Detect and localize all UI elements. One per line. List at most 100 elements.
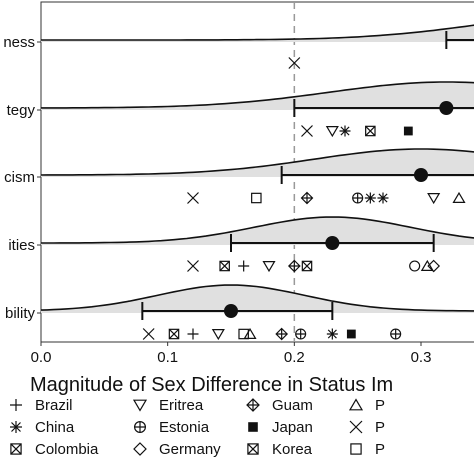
x-shape [187, 192, 199, 204]
density-fill [41, 25, 474, 42]
asterisk-marker [10, 421, 22, 433]
sq-x-marker [301, 260, 313, 272]
diamond-plus-marker [300, 191, 314, 205]
legend-item: Japan [248, 419, 313, 436]
x-marker [349, 420, 363, 434]
sq-x-marker [168, 328, 180, 340]
x-axis: nesstegycismitiesbility0.00.10.20.30.40.… [3, 34, 432, 366]
tri-down-marker [211, 329, 225, 341]
mean-point [325, 236, 340, 250]
density-curve [41, 24, 474, 41]
legend-label: Eritrea [159, 397, 204, 414]
diamond-marker [427, 259, 441, 273]
x-marker [187, 192, 199, 204]
density-fill [41, 217, 474, 245]
category-label: bility [5, 305, 36, 322]
tri-up-marker [452, 191, 466, 203]
circle-cross-shape [134, 421, 146, 433]
category-row [41, 148, 474, 205]
triangle-up-shape [452, 191, 466, 203]
legend-label: Korea [272, 441, 313, 458]
legend-item: Korea [247, 441, 313, 458]
tri-down-marker [262, 261, 276, 273]
legend-item: Estonia [134, 419, 210, 436]
x-marker [288, 57, 301, 69]
legend-label: Japan [272, 419, 313, 436]
x-tick-label: 0.3 [411, 349, 432, 366]
legend-item: Eritrea [132, 397, 204, 414]
density-curve [41, 216, 474, 244]
density-fill [41, 82, 474, 110]
circle-cross-shape [390, 329, 401, 339]
asterisk-shape [377, 192, 389, 204]
mean-point [439, 101, 454, 115]
diamond-plus-shape [287, 259, 301, 273]
legend-item: Germany [133, 441, 221, 458]
diamond-shape [427, 259, 441, 273]
x-marker [142, 328, 155, 340]
diamond-plus-marker [287, 259, 301, 273]
density-curve [41, 284, 474, 312]
legend-item: Guam [246, 397, 313, 414]
triangle-down-shape [211, 329, 225, 341]
legend-item: P [349, 419, 385, 436]
sq-x-marker [10, 443, 22, 455]
square-shape [219, 260, 230, 272]
legend-label: P [375, 441, 385, 458]
asterisk-marker [339, 125, 351, 137]
category-row [41, 81, 474, 138]
tri-down-marker [427, 193, 441, 205]
tri-down-marker [325, 126, 339, 138]
filled-square-marker [248, 422, 258, 432]
x-shape [301, 125, 313, 137]
asterisk-shape [339, 125, 351, 137]
circle-plus-marker [390, 328, 402, 340]
asterisk-marker [326, 328, 338, 340]
plus-shape [10, 399, 22, 411]
asterisk-marker [377, 192, 389, 204]
diamond-shape [133, 442, 147, 456]
category-row [41, 284, 474, 341]
filled-square-marker [346, 329, 356, 339]
triangle-down-shape [325, 126, 339, 138]
plus-shape [187, 328, 199, 340]
diamond-plus-shape [246, 398, 260, 412]
legend-label: P [375, 419, 385, 436]
legend-label: Guam [272, 397, 313, 414]
square-cross-shape [219, 260, 230, 272]
x-tick-label: 0.1 [157, 349, 178, 366]
open-circle-marker [409, 260, 421, 272]
panel-border [40, 1, 474, 343]
x-marker [187, 260, 199, 272]
legend-label: China [35, 419, 75, 436]
category-label: tegy [7, 102, 36, 119]
triangle-up-shape [243, 327, 257, 339]
sq-x-marker [219, 260, 230, 272]
square-cross-shape [168, 328, 180, 340]
plot-content [41, 2, 474, 342]
square-cross-shape [301, 260, 313, 272]
x-tick-label: 0.0 [31, 349, 52, 366]
sq-x-marker [365, 125, 376, 137]
square-shape [168, 328, 180, 340]
density-fill [41, 149, 474, 177]
circle-shape [409, 260, 421, 272]
sq-x-marker [247, 443, 259, 455]
diamond-plus-shape [300, 191, 314, 205]
circle-plus-marker [295, 328, 307, 340]
square-cross-shape [365, 125, 376, 137]
open-square-marker [251, 192, 262, 204]
square-shape [350, 443, 362, 455]
diamond-plus-marker [246, 398, 260, 412]
triangle-up-shape [348, 398, 364, 411]
diamond-marker [133, 442, 147, 456]
x-tick-label: 0.2 [284, 349, 305, 366]
plus-marker [10, 399, 22, 411]
legend-item: China [10, 419, 75, 436]
circle-cross-shape [352, 193, 363, 203]
legend-item: P [350, 441, 385, 458]
legend-label: P [375, 397, 385, 414]
mean-point [414, 168, 428, 182]
filled-square-marker [403, 126, 413, 136]
